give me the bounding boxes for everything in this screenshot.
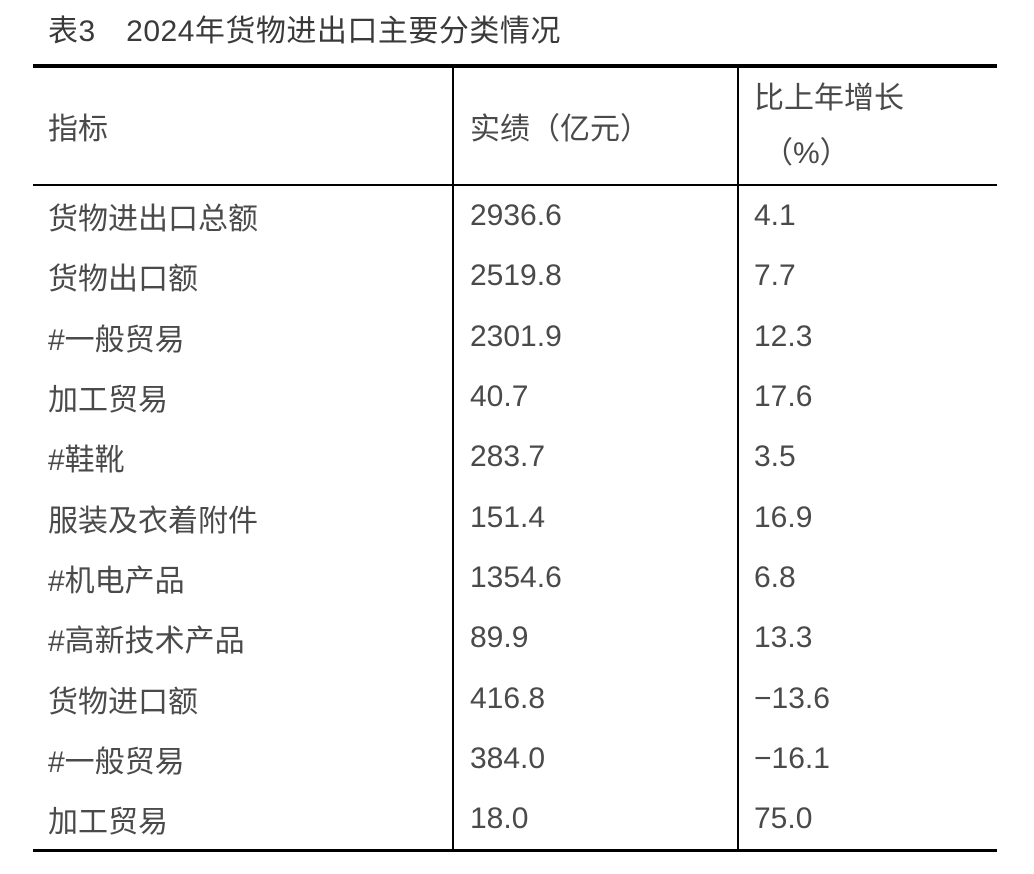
trade-classification-table: 指标 实绩（亿元） 比上年增长 （%） 货物进出口总额 2936.6 4.1 货…: [33, 64, 997, 853]
table-row: 货物出口额 2519.8 7.7: [33, 246, 997, 307]
cell-indicator: 加工贸易: [48, 806, 168, 840]
header-indicator: 指标: [48, 113, 108, 146]
cell-indicator: #机电产品: [48, 564, 185, 598]
cell-indicator: #高新技术产品: [48, 625, 245, 659]
cell-value: 89.9: [452, 608, 737, 669]
cell-indicator: 货物进口额: [48, 685, 198, 719]
cell-indicator: #一般贸易: [48, 745, 185, 779]
cell-value: 1354.6: [452, 547, 737, 609]
cell-value: 151.4: [452, 487, 737, 548]
cell-value: 416.8: [452, 668, 737, 729]
cell-indicator: #鞋靴: [48, 444, 125, 478]
cell-value: 2519.8: [452, 246, 737, 307]
table-row: 服装及衣着附件 151.4 16.9: [33, 487, 997, 548]
cell-indicator: 货物进出口总额: [48, 203, 258, 237]
cell-indicator: #一般贸易: [48, 323, 185, 357]
header-value: 实绩（亿元）: [452, 68, 737, 184]
cell-indicator: 加工贸易: [48, 384, 168, 418]
table-row: #鞋靴 283.7 3.5: [33, 427, 997, 488]
cell-growth: 13.3: [737, 608, 997, 669]
header-growth-line1: 比上年增长: [754, 82, 904, 115]
cell-value: 18.0: [452, 788, 737, 850]
cell-growth: −16.1: [737, 728, 997, 789]
header-growth: 比上年增长 （%）: [737, 68, 997, 184]
cell-growth: 12.3: [737, 306, 997, 367]
table-row: #一般贸易 2301.9 12.3: [33, 306, 997, 367]
table-row: 货物进出口总额 2936.6 4.1: [33, 186, 997, 247]
cell-value: 384.0: [452, 728, 737, 789]
table-row: #一般贸易 384.0 −16.1: [33, 728, 997, 789]
cell-indicator: 货物出口额: [48, 263, 198, 297]
cell-value: 40.7: [452, 366, 737, 428]
cell-growth: 6.8: [737, 547, 997, 609]
cell-value: 2936.6: [452, 186, 737, 247]
cell-growth: 17.6: [737, 366, 997, 428]
cell-growth: 4.1: [737, 186, 997, 247]
cell-growth: 7.7: [737, 246, 997, 307]
table-row: 加工贸易 18.0 75.0: [33, 788, 997, 850]
table-row: 货物进口额 416.8 −13.6: [33, 668, 997, 729]
cell-growth: 75.0: [737, 788, 997, 850]
table-title: 表3 2024年货物进出口主要分类情况: [48, 15, 561, 48]
table-row: #机电产品 1354.6 6.8: [33, 547, 997, 609]
table-header-row: 指标 实绩（亿元） 比上年增长 （%）: [33, 68, 997, 186]
header-growth-unit: （%）: [763, 137, 850, 170]
cell-growth: −13.6: [737, 668, 997, 729]
cell-growth: 16.9: [737, 487, 997, 548]
table-row: #高新技术产品 89.9 13.3: [33, 608, 997, 669]
cell-growth: 3.5: [737, 427, 997, 488]
cell-value: 2301.9: [452, 306, 737, 367]
cell-indicator: 服装及衣着附件: [48, 504, 258, 538]
table-row: 加工贸易 40.7 17.6: [33, 366, 997, 428]
cell-value: 283.7: [452, 427, 737, 488]
